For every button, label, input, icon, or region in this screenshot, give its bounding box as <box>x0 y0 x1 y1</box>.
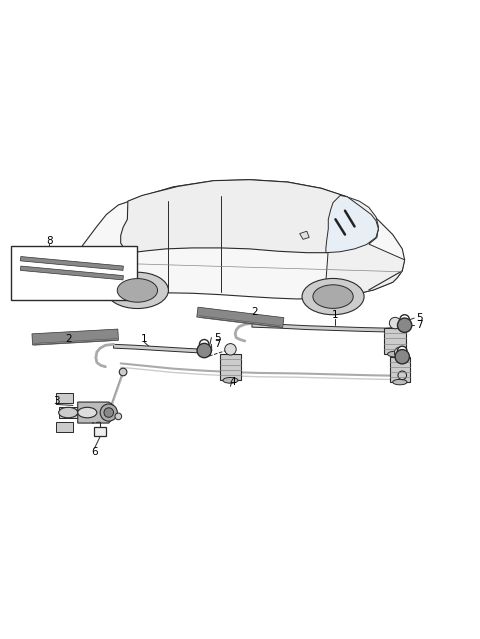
Circle shape <box>389 318 401 329</box>
Polygon shape <box>114 344 209 353</box>
Ellipse shape <box>313 285 353 309</box>
Bar <box>220 354 241 380</box>
Circle shape <box>119 368 127 376</box>
Text: 2: 2 <box>251 307 258 317</box>
Polygon shape <box>78 402 114 423</box>
Ellipse shape <box>117 279 157 302</box>
Ellipse shape <box>393 380 407 385</box>
Text: 7: 7 <box>417 320 423 330</box>
Polygon shape <box>300 231 309 240</box>
Ellipse shape <box>223 378 238 383</box>
Circle shape <box>397 318 412 332</box>
Circle shape <box>197 343 211 358</box>
Text: 4: 4 <box>229 376 236 387</box>
Polygon shape <box>56 394 73 403</box>
Text: 8: 8 <box>46 236 52 246</box>
Polygon shape <box>11 245 137 300</box>
Circle shape <box>115 413 121 420</box>
Text: 5: 5 <box>417 313 423 323</box>
Bar <box>384 328 406 354</box>
Polygon shape <box>326 196 378 252</box>
Ellipse shape <box>387 351 403 357</box>
Text: 2: 2 <box>65 334 72 344</box>
Polygon shape <box>75 180 405 299</box>
Polygon shape <box>326 198 405 298</box>
Text: 6: 6 <box>91 447 98 457</box>
Polygon shape <box>120 180 378 252</box>
Bar <box>390 357 410 382</box>
Polygon shape <box>20 256 123 270</box>
Polygon shape <box>32 329 119 345</box>
Ellipse shape <box>107 272 168 309</box>
Text: 1: 1 <box>141 334 148 344</box>
Polygon shape <box>197 307 284 328</box>
Circle shape <box>199 339 209 349</box>
Polygon shape <box>95 427 107 436</box>
Polygon shape <box>56 422 73 432</box>
Circle shape <box>100 404 117 421</box>
Text: 5: 5 <box>214 333 220 343</box>
Polygon shape <box>252 323 401 332</box>
Circle shape <box>225 344 236 355</box>
Circle shape <box>104 408 114 417</box>
Text: 3: 3 <box>53 396 60 406</box>
Text: 1: 1 <box>332 310 339 320</box>
Circle shape <box>395 347 405 358</box>
Circle shape <box>397 346 407 356</box>
Circle shape <box>400 315 409 324</box>
Circle shape <box>395 350 409 364</box>
Ellipse shape <box>302 279 364 315</box>
Polygon shape <box>20 266 123 280</box>
Polygon shape <box>59 407 87 418</box>
Circle shape <box>398 371 407 380</box>
Ellipse shape <box>78 407 97 418</box>
Text: 7: 7 <box>214 339 220 350</box>
Ellipse shape <box>59 407 78 418</box>
